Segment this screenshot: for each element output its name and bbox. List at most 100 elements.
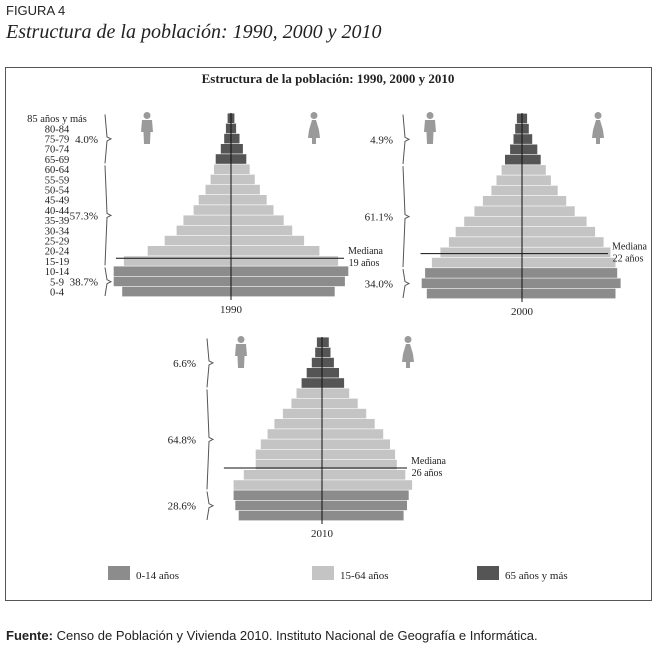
woman-icon xyxy=(308,112,320,144)
bar-1990-male-15-19 xyxy=(123,256,231,266)
man-icon xyxy=(235,336,247,368)
bar-2000-male-55-59 xyxy=(496,175,522,186)
bar-2000-female-85 años y más xyxy=(522,113,528,124)
figure-title: Estructura de la población: 1990, 2000 y… xyxy=(6,21,382,43)
bar-2000-male-25-29 xyxy=(448,237,522,247)
bar-2000-female-30-34 xyxy=(522,226,596,237)
chart-frame xyxy=(5,67,652,601)
age-label-85 años y más: 85 años y más xyxy=(27,114,87,125)
bar-2010-female-45-49 xyxy=(322,419,375,429)
bar-1990-male-25-29 xyxy=(164,235,231,246)
brace-1990-2 xyxy=(104,114,113,164)
bar-1990-female-5-9 xyxy=(231,276,345,287)
age-label-25-29: 25-29 xyxy=(45,237,70,248)
bar-2000-male-40-44 xyxy=(474,206,522,216)
median-value-2000: 22 años xyxy=(613,254,644,265)
bar-2000-male-65-69 xyxy=(505,154,522,165)
age-label-40-44: 40-44 xyxy=(45,206,70,217)
bar-2000-female-0-4 xyxy=(522,288,616,299)
share-2000-2: 4.9% xyxy=(370,134,393,146)
bar-2010-female-40-44 xyxy=(322,429,384,439)
bar-2000-male-45-49 xyxy=(482,196,522,206)
legend-label-g65: 65 años y más xyxy=(505,570,568,582)
bar-1990-female-30-34 xyxy=(231,225,293,236)
bar-1990-female-65-69 xyxy=(231,154,247,164)
man-icon xyxy=(424,112,436,144)
bar-2010-female-5-9 xyxy=(322,500,407,511)
bar-2000-female-45-49 xyxy=(522,196,567,206)
bar-2010-male-60-64 xyxy=(296,388,322,398)
brace-2010-2 xyxy=(206,338,215,388)
bar-2000-male-10-14 xyxy=(425,268,522,278)
age-label-5-9: 5-9 xyxy=(50,277,64,288)
bar-2010-female-70-74 xyxy=(322,368,339,378)
bar-2000-female-35-39 xyxy=(522,216,587,227)
bar-2010-male-65-69 xyxy=(301,378,322,388)
bar-2000-female-55-59 xyxy=(522,175,551,186)
bar-2000-female-50-54 xyxy=(522,185,558,196)
bar-2000-male-80-84 xyxy=(515,123,522,134)
woman-icon xyxy=(592,112,604,144)
bar-2000-female-80-84 xyxy=(522,123,529,134)
bar-2000-male-35-39 xyxy=(464,216,522,227)
brace-2010-1 xyxy=(206,389,215,490)
bar-1990-male-10-14 xyxy=(113,266,231,276)
bar-2000-female-10-14 xyxy=(522,268,618,278)
median-label-1990: Mediana xyxy=(348,246,384,257)
bar-2010-male-80-84 xyxy=(315,347,322,358)
median-value-1990: 19 años xyxy=(349,258,380,269)
bar-2010-female-25-29 xyxy=(322,459,397,470)
bar-1990-male-45-49 xyxy=(198,195,231,205)
bar-2000-male-0-4 xyxy=(426,288,522,299)
bar-1990-female-25-29 xyxy=(231,235,305,246)
bar-1990-female-15-19 xyxy=(231,256,339,266)
bar-2010-male-55-59 xyxy=(291,398,322,409)
bar-2010-male-10-14 xyxy=(233,490,322,500)
bar-2010-male-85 años y más xyxy=(316,337,322,347)
bar-2000-female-75-79 xyxy=(522,134,533,144)
source-label: Fuente: xyxy=(6,628,53,643)
share-1990-1: 57.3% xyxy=(70,210,98,222)
age-label-45-49: 45-49 xyxy=(45,196,70,207)
bar-2000-female-20-24 xyxy=(522,247,611,258)
bar-2000-female-65-69 xyxy=(522,154,541,165)
legend-swatch-g65 xyxy=(477,566,499,580)
bar-2010-female-75-79 xyxy=(322,357,334,368)
bar-2010-male-50-54 xyxy=(282,408,322,419)
legend-swatch-g0_14 xyxy=(108,566,130,580)
source-note: Fuente: Censo de Población y Vivienda 20… xyxy=(6,628,538,643)
bar-1990-female-75-79 xyxy=(231,133,240,144)
year-label-1990: 1990 xyxy=(220,304,243,316)
source-text: Censo de Población y Vivienda 2010. Inst… xyxy=(56,628,538,643)
age-label-65-69: 65-69 xyxy=(45,155,70,166)
bar-1990-female-40-44 xyxy=(231,205,274,215)
figure-label: FIGURA 4 xyxy=(6,3,66,18)
bar-2010-male-20-24 xyxy=(243,470,322,480)
age-label-20-24: 20-24 xyxy=(45,247,70,258)
bar-2000-male-85 años y más xyxy=(516,113,522,124)
share-2010-0: 28.6% xyxy=(168,501,196,513)
bar-2010-male-0-4 xyxy=(238,510,322,521)
chart-title: Estructura de la población: 1990, 2000 y… xyxy=(202,71,455,86)
bar-2000-male-20-24 xyxy=(440,247,522,258)
bar-1990-female-85 años y más xyxy=(231,113,235,123)
bar-1990-male-50-54 xyxy=(205,184,231,195)
bar-2010-male-75-79 xyxy=(311,357,322,368)
bar-2010-female-50-54 xyxy=(322,408,367,419)
bar-2000-male-15-19 xyxy=(431,257,522,268)
bar-1990-female-60-64 xyxy=(231,164,250,174)
age-label-55-59: 55-59 xyxy=(45,175,70,186)
bar-1990-male-40-44 xyxy=(193,205,231,215)
bar-1990-female-80-84 xyxy=(231,123,237,134)
bar-2010-female-10-14 xyxy=(322,490,409,500)
year-label-2000: 2000 xyxy=(511,306,534,318)
legend-swatch-g15_64 xyxy=(312,566,334,580)
bar-2000-male-60-64 xyxy=(501,165,522,175)
woman-icon xyxy=(402,336,414,368)
share-1990-2: 4.0% xyxy=(75,134,98,146)
median-value-2010: 26 años xyxy=(412,468,443,479)
age-label-0-4: 0-4 xyxy=(50,288,65,299)
age-label-35-39: 35-39 xyxy=(45,216,70,227)
brace-1990-0 xyxy=(104,267,113,297)
bar-2010-female-0-4 xyxy=(322,510,404,521)
